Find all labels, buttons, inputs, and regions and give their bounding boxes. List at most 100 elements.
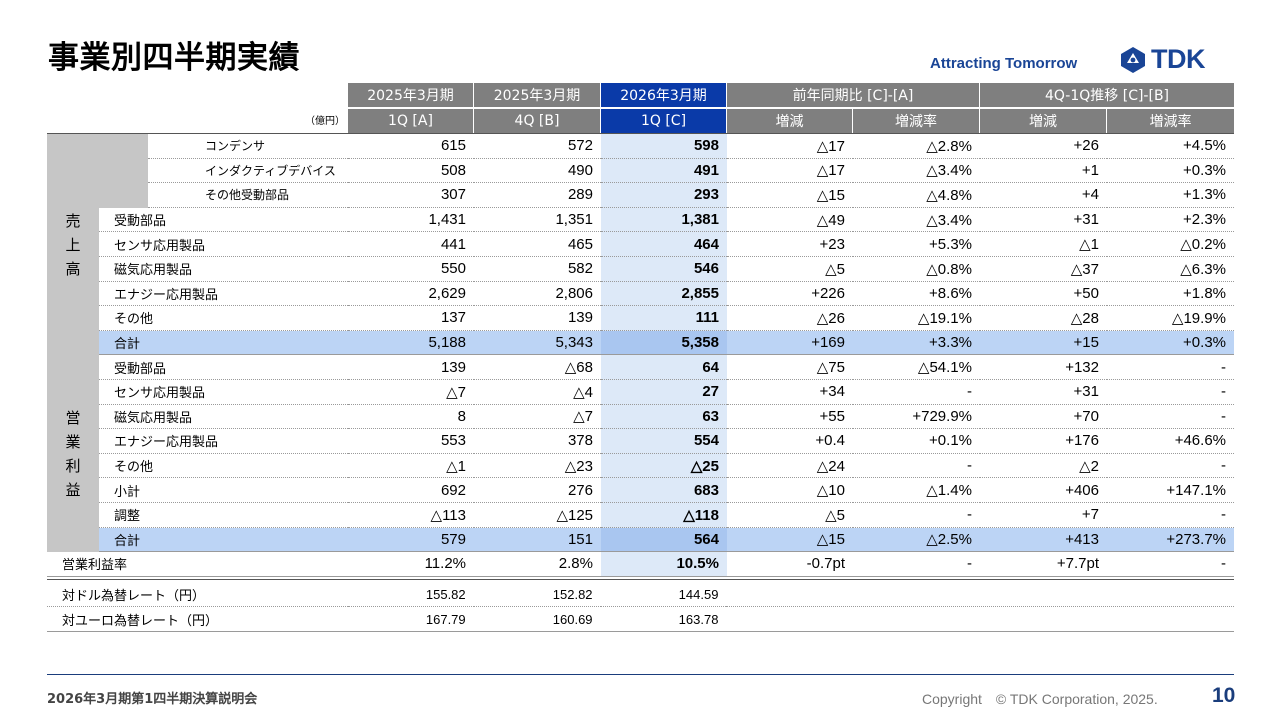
value-cell: 163.78 [600,607,727,632]
row-label: その他 [99,454,348,479]
value-cell: +70 [980,405,1107,430]
sales-row: 受動部品 1,431 1,351 1,381 △49 △3.4% +31 +2.3% [47,207,1234,233]
group-label-sales: 売上高 [47,134,99,356]
value-cell: +4.5% [1107,134,1234,159]
value-cell: 137 [348,306,474,331]
value-cell: +7.7pt [980,552,1107,577]
value-cell: 598 [601,134,727,159]
value-cell: △125 [474,503,601,528]
sales-row: エナジー応用製品 2,629 2,806 2,855 +226 +8.6% +50 +1.8% [47,281,1234,307]
value-cell: 553 [348,429,474,454]
header-period-b: 2025年3月期 [474,83,600,107]
row-label: その他受動部品 [148,183,348,208]
value-cell: 465 [474,232,601,257]
sales-row: 磁気応用製品 550 582 546 △5 △0.8% △37 △6.3% [47,257,1234,282]
row-label: 合計 [99,527,348,553]
value-cell: 378 [474,429,601,454]
value-cell: +1.8% [1107,282,1234,307]
value-cell: - [853,503,980,528]
unit-label: （億円） [305,116,345,127]
value-cell: 2.8% [474,552,601,577]
value-cell: 2,629 [348,282,474,307]
row-label: センサ応用製品 [99,380,348,405]
value-cell: +226 [727,282,853,307]
value-cell: +31 [980,208,1107,233]
value-cell: △17 [727,159,853,184]
page-number: 10 [1212,684,1236,707]
value-cell: △6.3% [1107,257,1234,282]
header-qoq-change: 増減 [980,109,1106,133]
value-cell: △113 [348,503,474,528]
row-label: 磁気応用製品 [99,257,348,282]
value-cell: 683 [601,478,727,503]
value-cell: +1.3% [1107,183,1234,208]
value-cell: 1,351 [474,208,601,233]
value-cell: 2,806 [474,282,601,307]
value-cell: 572 [474,134,601,159]
value-cell: 5,358 [601,330,727,356]
value-cell: 307 [348,183,474,208]
value-cell: +0.1% [853,429,980,454]
value-cell: △2 [980,454,1107,479]
row-label: エナジー応用製品 [99,429,348,454]
value-cell: - [1107,355,1234,380]
row-label: 磁気応用製品 [99,405,348,430]
profit-row: その他 △1 △23 △25 △24- △2- [47,453,1234,479]
value-cell: 64 [601,355,727,380]
value-cell: +0.3% [1107,159,1234,184]
value-cell: △0.8% [853,257,980,282]
row-label: その他 [99,306,348,331]
row-label: 小計 [99,478,348,503]
value-cell: -0.7pt [727,552,853,577]
value-cell: 152.82 [473,583,601,608]
row-label: エナジー応用製品 [99,282,348,307]
value-cell: △1 [348,454,474,479]
value-cell: +132 [980,355,1107,380]
value-cell: 508 [348,159,474,184]
value-cell: △0.2% [1107,232,1234,257]
value-cell: +23 [727,232,853,257]
value-cell: - [1107,454,1234,479]
profit-row: 受動部品 139 △68 64 △75 △54.1% +132- [47,355,1234,380]
sales-row: センサ応用製品 441 465 464 +23 +5.3% △1 △0.2% [47,232,1234,257]
value-cell: △10 [727,478,853,503]
header-qoq: 4Q-1Q推移 [C]-[B] [980,83,1234,107]
value-cell: △15 [727,183,853,208]
value-cell: 579 [348,527,474,553]
page-title: 事業別四半期実績 [48,40,300,76]
value-cell: 10.5% [601,552,727,577]
value-cell: 139 [348,355,474,380]
fx-row: 対ユーロ為替レート（円） 167.79 160.69 163.78 [47,607,1234,632]
subgroup-passive-components [99,134,148,208]
value-cell: 615 [348,134,474,159]
value-cell: △5 [727,503,853,528]
value-cell: 11.2% [348,552,474,577]
value-cell: △7 [474,405,601,430]
header-yoy-change: 増減 [727,109,852,133]
value-cell: △4 [474,380,601,405]
value-cell: +0.4 [727,429,853,454]
value-cell: △19.9% [1107,306,1234,331]
value-cell: - [1107,552,1234,577]
margin-row: 営業利益率 11.2% 2.8% 10.5% -0.7pt - +7.7pt - [47,552,1234,577]
value-cell: △75 [727,355,853,380]
value-cell: 5,343 [474,330,601,356]
value-cell: 582 [474,257,601,282]
value-cell: 554 [601,429,727,454]
value-cell: 276 [474,478,601,503]
value-cell: +46.6% [1107,429,1234,454]
header-col-b: 4Q [B] [474,109,600,133]
value-cell: 144.59 [600,583,727,608]
value-cell: △54.1% [853,355,980,380]
value-cell: △68 [474,355,601,380]
sales-row: その他受動部品 307 289 293 △15 △4.8% +4 +1.3% [47,183,1234,208]
row-label: 受動部品 [99,355,348,380]
footer-event-title: 2026年3月期第1四半期決算説明会 [47,692,258,707]
value-cell: 441 [348,232,474,257]
row-label: 対ユーロ為替レート（円） [47,607,348,632]
value-cell: △23 [474,454,601,479]
tdk-logo-icon [1121,46,1145,73]
row-label: コンデンサ [148,134,348,159]
value-cell: 111 [601,306,727,331]
value-cell: △1.4% [853,478,980,503]
